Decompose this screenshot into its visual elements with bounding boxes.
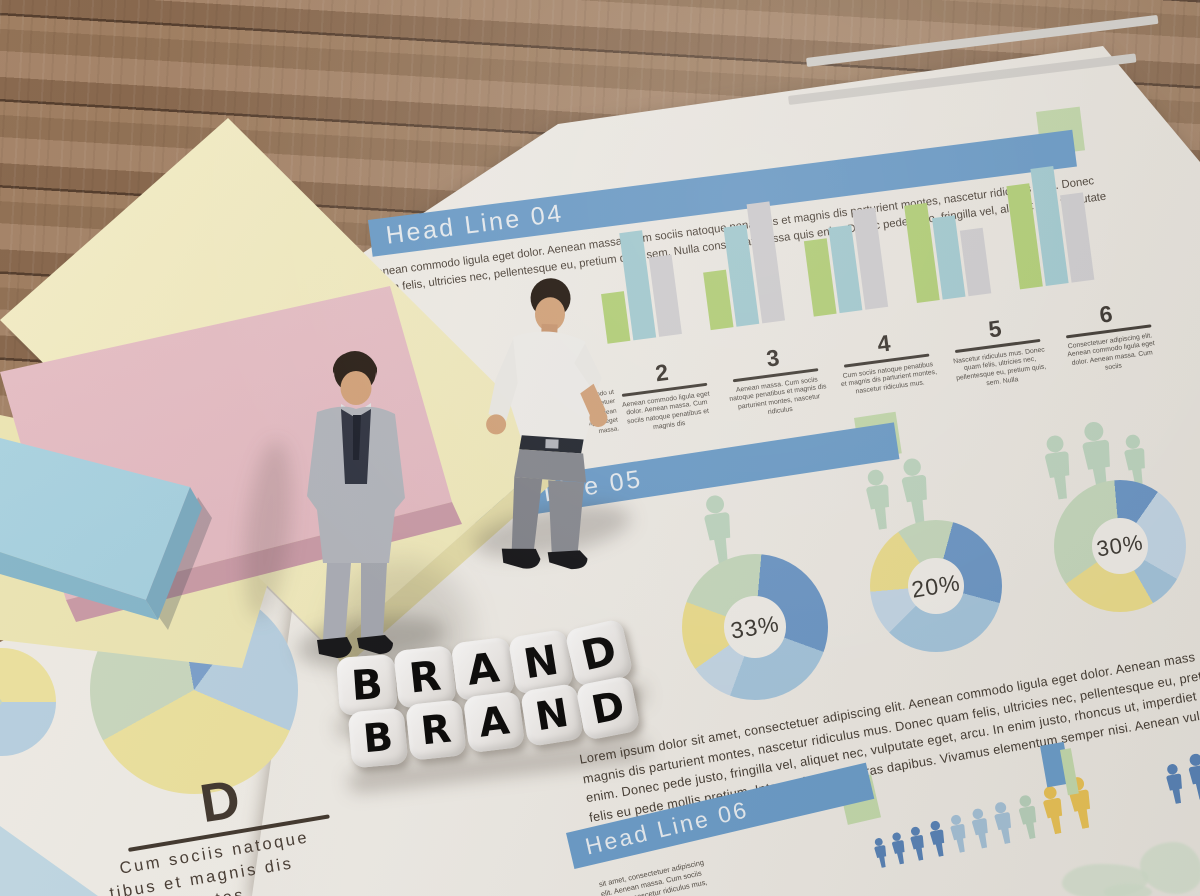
face [534,297,565,332]
face [340,371,372,405]
numbered-item: 6 Consectetuer adipiscing elit. Aenean c… [1056,295,1163,379]
donut-33-label: 33% [728,609,782,644]
donut-20-label: 20% [909,568,963,603]
letter-die: R [393,645,457,709]
bar-group [695,201,788,331]
shoe [317,637,352,658]
tie [353,415,361,460]
donut-chart-20: 20% [870,520,1002,652]
trouser-leg [323,563,351,640]
donut-30-label: 30% [1094,529,1146,562]
item-text: Cum sociis natoque penatibus et magnis d… [840,360,938,396]
letter-die: B [336,654,398,716]
belt-buckle [545,439,559,449]
figurine-man-white-shirt [486,278,608,570]
map-blob [1104,884,1152,896]
white-shirt [507,331,595,448]
numbered-item: 4 Cum sociis natoque penatibus et magnis… [834,324,941,408]
letter-die: R [405,699,467,761]
map-blob [1140,842,1200,894]
donut-chart-30: 30% [1054,480,1186,612]
letter-die: A [462,690,526,754]
shirt-sleeve [574,343,602,394]
shoe [357,635,393,654]
trousers [514,449,587,483]
numbered-item: 3 Aenean massa. Cum sociis natoque penat… [723,339,830,423]
trouser-leg [361,563,387,638]
letter-die: B [347,707,409,769]
bar-green [703,269,734,331]
letter-die: D [575,675,641,741]
bar-group [904,196,994,303]
shirt-sleeve [488,338,518,421]
donut-chart-33: 33% [682,554,828,700]
fist [589,408,608,427]
suit-jacket [307,406,405,563]
people-pair [1160,752,1200,806]
letter-die: N [519,682,585,748]
trouser-leg [548,480,585,554]
figurine-businessman-suit [307,351,405,658]
numbered-item: 5 Nascetur ridiculus mus. Donec quam fel… [945,309,1052,393]
trouser-leg [511,477,543,552]
fist [486,414,507,435]
shoe [547,550,588,570]
shoe [501,548,541,569]
bar-group [1005,162,1098,290]
bar-gray [959,227,992,297]
bar-group [801,207,891,317]
